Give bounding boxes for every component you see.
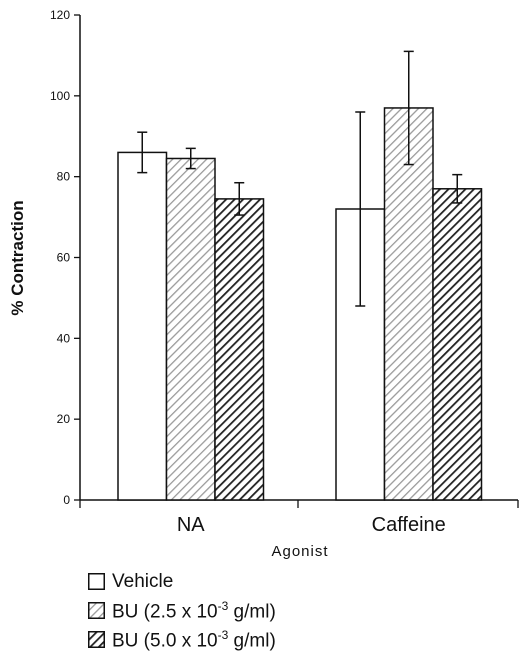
bar bbox=[214, 198, 265, 501]
legend-label-vehicle: Vehicle bbox=[112, 571, 174, 592]
legend-swatch-bu-high bbox=[88, 631, 105, 648]
y-tick-label: 60 bbox=[57, 251, 71, 265]
legend-item-bu-low: BU (2.5 x 10-3 g/ml) bbox=[88, 596, 276, 625]
y-tick-label: 100 bbox=[50, 89, 70, 103]
y-axis-title: % Contraction bbox=[8, 200, 27, 315]
legend-label-bu-high: BU (5.0 x 10-3 g/ml) bbox=[112, 629, 276, 650]
bar bbox=[383, 107, 434, 501]
legend-item-bu-high: BU (5.0 x 10-3 g/ml) bbox=[88, 625, 276, 654]
bars bbox=[117, 107, 483, 501]
legend-label-bu-low: BU (2.5 x 10-3 g/ml) bbox=[112, 600, 276, 621]
legend-label-bu-high-suffix: g/ml) bbox=[228, 630, 276, 652]
bar bbox=[432, 188, 483, 501]
y-tick-label: 80 bbox=[57, 170, 71, 184]
legend-label-bu-low-exponent: -3 bbox=[217, 598, 229, 613]
bar bbox=[117, 151, 168, 501]
y-tick-label: 40 bbox=[57, 331, 71, 345]
x-axis-title: Agonist bbox=[271, 543, 328, 560]
y-tick-label: 0 bbox=[63, 493, 70, 507]
legend-swatch-bu-low bbox=[88, 602, 105, 619]
legend-item-vehicle: Vehicle bbox=[88, 567, 276, 596]
legend-label-bu-low-prefix: BU (2.5 x 10 bbox=[112, 601, 218, 623]
x-category-label: NA bbox=[177, 514, 205, 536]
legend-label-bu-low-suffix: g/ml) bbox=[228, 601, 276, 623]
y-tick-label: 120 bbox=[50, 8, 70, 22]
legend-swatch-vehicle bbox=[88, 573, 105, 590]
bar-chart: 0 20 40 60 80 100 120 NA Caffeine Agonist % Contr… bbox=[8, 8, 519, 560]
x-category-label: Caffeine bbox=[372, 514, 446, 536]
legend: Vehicle BU (2.5 x 10-3 g/ml) BU (5.0 x 1… bbox=[88, 567, 276, 654]
legend-label-bu-high-prefix: BU (5.0 x 10 bbox=[112, 630, 218, 652]
error-bars bbox=[137, 50, 463, 307]
axis-labels: NA Caffeine Agonist % Contraction bbox=[8, 200, 446, 560]
bar bbox=[165, 157, 216, 501]
y-tick-label: 20 bbox=[57, 412, 71, 426]
legend-label-bu-high-exponent: -3 bbox=[217, 627, 229, 642]
